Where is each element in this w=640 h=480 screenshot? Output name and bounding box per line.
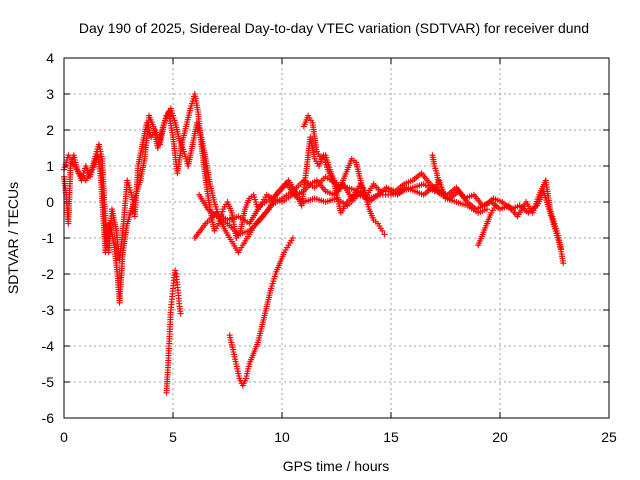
x-tick-label: 5 (169, 429, 177, 445)
data-point-track-9-16 (289, 235, 296, 241)
data-markers (61, 91, 567, 396)
chart-title: Day 190 of 2025, Sidereal Day-to-day VTE… (79, 20, 589, 36)
data-point-track-6-5 (440, 191, 447, 198)
x-tick-label: 15 (383, 429, 399, 445)
data-point-track-4-28 (483, 206, 490, 213)
x-axis-label: GPS time / hours (283, 458, 390, 474)
data-point-track-1-90 (560, 260, 567, 267)
x-tick-label: 20 (492, 429, 508, 445)
data-point-track-5-16 (366, 195, 373, 202)
data-point-track-7-4 (492, 202, 499, 209)
y-tick-label: -3 (42, 302, 55, 318)
x-tick-label: 10 (274, 429, 290, 445)
y-tick-label: 2 (46, 122, 54, 138)
y-tick-label: -6 (42, 410, 55, 426)
y-tick-label: -5 (42, 374, 55, 390)
data-point-track-8-8 (172, 267, 179, 274)
x-tick-label: 0 (60, 429, 68, 445)
y-tick-labels: -6 -5 -4 -3 -2 -1 0 1 2 3 4 (42, 50, 55, 426)
y-tick-label: -2 (42, 266, 55, 282)
data-point-track-2-83 (558, 245, 565, 252)
data-point-track-8-13 (177, 310, 184, 317)
data-point-track-3-19 (381, 231, 388, 238)
x-tick-label: 25 (601, 429, 617, 445)
y-tick-label: -4 (42, 338, 55, 354)
y-tick-label: 0 (46, 194, 54, 210)
y-tick-label: -1 (42, 230, 55, 246)
y-tick-label: 4 (46, 50, 54, 66)
grid-lines (64, 58, 609, 418)
y-axis-label: SDTVAR / TECUs (5, 182, 21, 294)
y-tick-label: 3 (46, 86, 54, 102)
plot-frame (63, 57, 610, 419)
y-tick-label: 1 (46, 158, 54, 174)
data-point-track-3-18 (379, 227, 386, 234)
x-tick-labels: 0 5 10 15 20 25 (60, 429, 617, 445)
data-point-track-6-3 (435, 181, 442, 187)
